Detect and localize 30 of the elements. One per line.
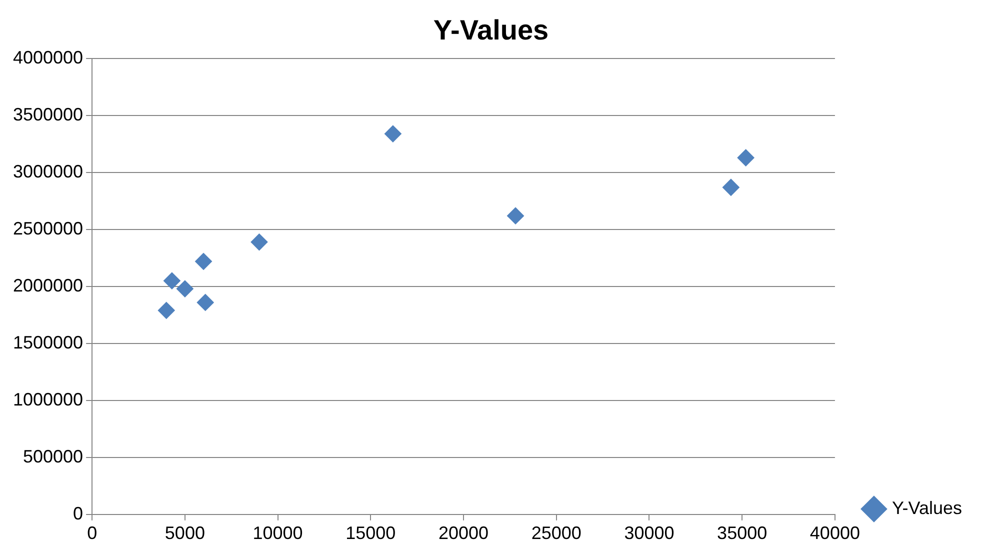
legend-label: Y-Values: [892, 498, 962, 518]
point: [158, 302, 175, 319]
y-tick-label: 500000: [22, 446, 84, 466]
point: [163, 272, 180, 290]
x-tick-label: 25000: [531, 523, 582, 544]
y-tick-label: 1000000: [12, 389, 84, 410]
y-tick-label: 4000000: [12, 48, 84, 68]
point: [722, 178, 740, 196]
point: [737, 149, 754, 166]
x-tick-label: 10000: [252, 523, 303, 544]
point: [195, 252, 212, 270]
x-tick-label: 15000: [346, 523, 396, 544]
x-tick-label: 20000: [438, 523, 489, 544]
x-tick-label: 30000: [624, 523, 674, 544]
point: [176, 280, 194, 298]
point: [384, 125, 402, 142]
x-tick-label: 0: [87, 523, 98, 544]
point: [196, 294, 214, 311]
point: [507, 207, 524, 224]
y-tick-label: 3000000: [12, 162, 84, 182]
x-tick-label: 40000: [810, 523, 860, 544]
y-tick-label: 0: [73, 503, 84, 524]
y-tick-label: 2000000: [12, 275, 84, 296]
point: [250, 234, 268, 251]
y-tick-label: 3500000: [12, 104, 84, 125]
y-tick-label: 2500000: [12, 218, 84, 238]
x-tick-label: 5000: [164, 523, 205, 544]
x-tick-label: 35000: [717, 523, 768, 544]
y-tick-label: 1500000: [12, 332, 84, 352]
chart-title: Y-Values: [433, 14, 549, 46]
